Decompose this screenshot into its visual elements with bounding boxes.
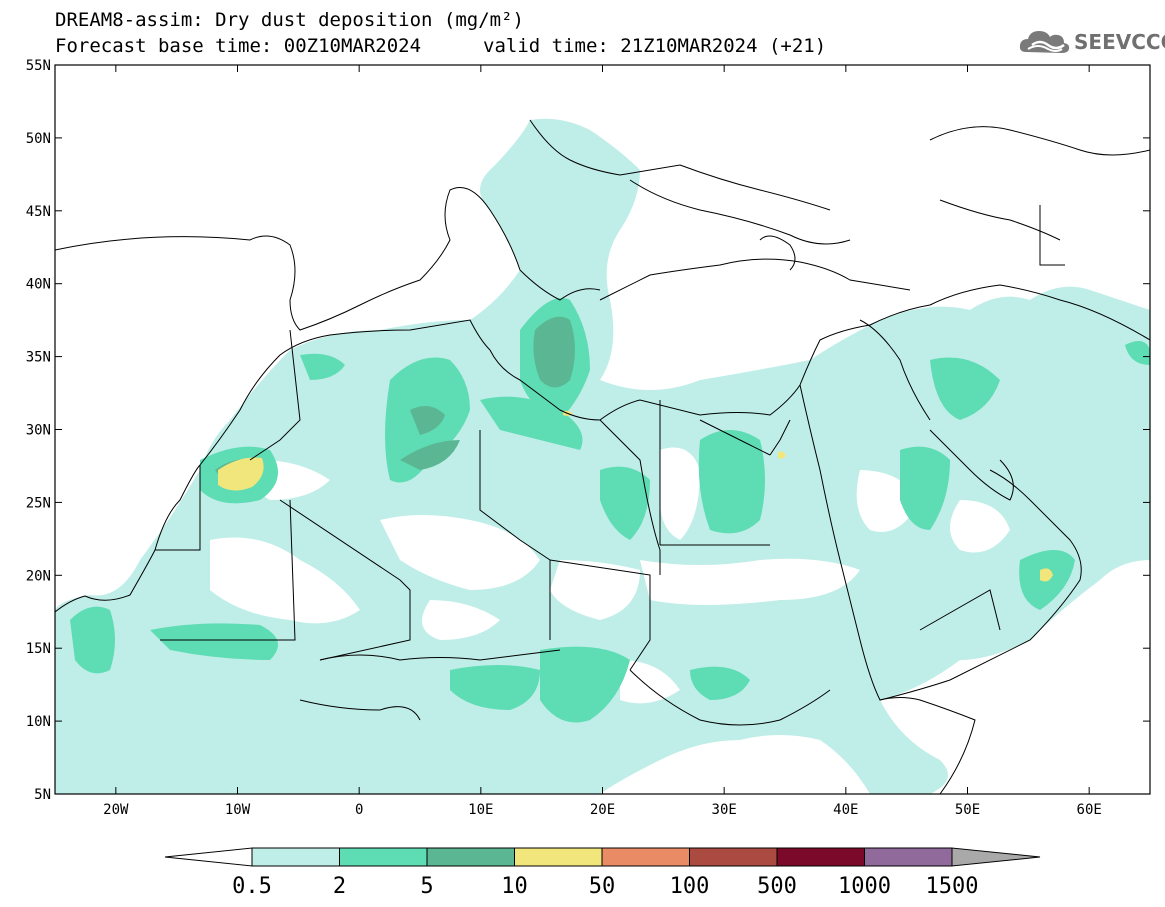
colorbar-label: 1500 [926,874,979,899]
axis-ticks [55,64,1150,795]
valid-time: valid time: 21Z10MAR2024 (+21) [483,35,827,57]
forecast-base-time: Forecast base time: 00Z10MAR2024 [55,35,422,57]
colorbar-swatch [776,847,865,867]
lon-label: 40E [833,802,858,818]
lat-label: 55N [26,58,51,74]
colorbar-swatch [339,847,428,867]
colorbar-under-arrow [164,847,253,867]
colorbar-swatch [426,847,515,867]
map-title: DREAM8-assim: Dry dust deposition (mg/m²… [55,9,524,31]
colorbar-labels: 0.5 2 5 10 50 100 500 1000 1500 [232,874,978,899]
lat-label: 50N [26,131,51,147]
lat-label: 10N [26,714,51,730]
colorbar [164,847,1041,867]
lon-label: 30E [712,802,737,818]
coastlines [55,119,1150,794]
lon-label: 10W [225,802,251,818]
lat-label: 45N [26,204,51,220]
colorbar-over-arrow [951,847,1041,867]
lat-label: 25N [26,495,51,511]
lat-label: 5N [34,787,51,803]
colorbar-label: 500 [757,874,797,899]
dust-field [55,80,1150,794]
lon-label: 20W [103,802,129,818]
colorbar-label: 0.5 [232,874,272,899]
dust-level-0p5 [55,118,1150,794]
lat-label: 35N [26,350,51,366]
lat-label: 20N [26,568,51,584]
lat-label: 30N [26,423,51,439]
lon-label: 10E [468,802,493,818]
lon-label: 0 [355,802,363,818]
colorbar-swatch [864,847,953,867]
colorbar-label: 50 [589,874,616,899]
colorbar-swatch [689,847,778,867]
lat-label: 40N [26,277,51,293]
dust-gaps [55,80,1150,704]
colorbar-swatch [514,847,603,867]
colorbar-swatch [601,847,690,867]
colorbar-label: 10 [501,874,528,899]
lon-label: 50E [955,802,980,818]
cloud-logo-icon [1019,31,1070,53]
latitude-labels: 55N 50N 45N 40N 35N 30N 25N 20N 15N 10N 5N [26,58,51,803]
colorbar-label: 100 [670,874,710,899]
colorbar-label: 2 [333,874,346,899]
lon-label: 60E [1077,802,1102,818]
logo-text: SEEVCCC [1074,30,1165,54]
colorbar-label: 1000 [838,874,891,899]
longitude-labels: 20W 10W 0 10E 20E 30E 40E 50E 60E [103,802,1102,818]
colorbar-swatch [251,847,340,867]
lat-label: 15N [26,641,51,657]
seevccc-logo: SEEVCCC [1018,26,1165,58]
colorbar-label: 5 [420,874,433,899]
lon-label: 20E [590,802,615,818]
